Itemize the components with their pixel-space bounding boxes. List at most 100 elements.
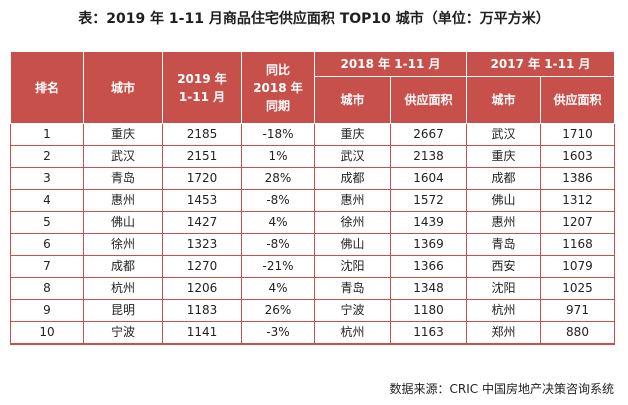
cell-yoy: 4% xyxy=(241,277,315,300)
cell-yoy: -8% xyxy=(241,189,315,212)
cell-city: 武汉 xyxy=(83,145,163,168)
cell-rank: 8 xyxy=(10,277,84,300)
cell-city-2017: 重庆 xyxy=(466,145,541,168)
cell-area-2017: 1603 xyxy=(540,145,615,168)
cell-yoy: 28% xyxy=(241,167,315,190)
header-city-2017: 城市 xyxy=(466,76,541,124)
cell-area-2017: 1312 xyxy=(540,189,615,212)
cell-rank: 7 xyxy=(10,255,84,278)
table-header: 排名 城市 2019 年 1-11 月 同比 2018 年 同期 2018 年 … xyxy=(10,51,615,124)
cell-rank: 6 xyxy=(10,233,84,256)
cell-yoy: 26% xyxy=(241,299,315,322)
cell-city-2018: 惠州 xyxy=(314,189,391,212)
table-row: 4 惠州 1453 -8% 惠州 1572 佛山 1312 xyxy=(10,189,615,212)
table-row: 6 徐州 1323 -8% 佛山 1369 青岛 1168 xyxy=(10,233,615,256)
header-group-2018: 2018 年 1-11 月 xyxy=(314,51,467,77)
cell-city-2017: 西安 xyxy=(466,255,541,278)
cell-city: 青岛 xyxy=(83,167,163,190)
cell-city: 佛山 xyxy=(83,211,163,234)
table-row: 2 武汉 2151 1% 武汉 2138 重庆 1603 xyxy=(10,145,615,168)
table-title: 表：2019 年 1-11 月商品住宅供应面积 TOP10 城市（单位：万平方米… xyxy=(78,11,550,27)
cell-city-2018: 徐州 xyxy=(314,211,391,234)
cell-area-2018: 1369 xyxy=(390,233,467,256)
header-yoy-line1: 同比 xyxy=(265,62,290,77)
cell-city: 成都 xyxy=(83,255,163,278)
table-row: 3 青岛 1720 28% 成都 1604 成都 1386 xyxy=(10,167,615,190)
cell-yoy: -21% xyxy=(241,255,315,278)
header-group-2017: 2017 年 1-11 月 xyxy=(466,51,615,77)
header-supply-2019: 2019 年 1-11 月 xyxy=(162,51,242,124)
cell-supply-2019: 1323 xyxy=(162,233,242,256)
cell-yoy: 4% xyxy=(241,211,315,234)
cell-yoy: 1% xyxy=(241,145,315,168)
cell-area-2017: 1710 xyxy=(540,123,615,146)
cell-rank: 9 xyxy=(10,299,84,322)
cell-city: 徐州 xyxy=(83,233,163,256)
cell-city-2018: 沈阳 xyxy=(314,255,391,278)
cell-area-2018: 1180 xyxy=(390,299,467,322)
table-row: 1 重庆 2185 -18% 重庆 2667 武汉 1710 xyxy=(10,123,615,146)
cell-area-2018: 2138 xyxy=(390,145,467,168)
cell-supply-2019: 1427 xyxy=(162,211,242,234)
cell-city: 宁波 xyxy=(83,321,163,345)
table-row: 8 杭州 1206 4% 青岛 1348 沈阳 1025 xyxy=(10,277,615,300)
cell-city-2018: 佛山 xyxy=(314,233,391,256)
cell-city-2018: 成都 xyxy=(314,167,391,190)
supply-table: 排名 城市 2019 年 1-11 月 同比 2018 年 同期 2018 年 … xyxy=(10,51,615,345)
cell-supply-2019: 1453 xyxy=(162,189,242,212)
cell-supply-2019: 1720 xyxy=(162,167,242,190)
header-rank: 排名 xyxy=(10,51,84,124)
header-yoy-line3: 同期 xyxy=(265,98,290,113)
cell-city-2017: 武汉 xyxy=(466,123,541,146)
cell-city-2017: 杭州 xyxy=(466,299,541,322)
header-yoy: 同比 2018 年 同期 xyxy=(241,51,315,124)
cell-area-2017: 971 xyxy=(540,299,615,322)
cell-area-2018: 1439 xyxy=(390,211,467,234)
cell-area-2017: 1079 xyxy=(540,255,615,278)
cell-area-2018: 1604 xyxy=(390,167,467,190)
cell-supply-2019: 1270 xyxy=(162,255,242,278)
cell-city: 重庆 xyxy=(83,123,163,146)
header-supply-2019-line1: 2019 年 xyxy=(177,71,227,86)
cell-supply-2019: 1206 xyxy=(162,277,242,300)
cell-supply-2019: 1183 xyxy=(162,299,242,322)
cell-area-2017: 1386 xyxy=(540,167,615,190)
cell-city-2017: 郑州 xyxy=(466,321,541,345)
cell-city: 昆明 xyxy=(83,299,163,322)
table-row: 5 佛山 1427 4% 徐州 1439 惠州 1207 xyxy=(10,211,615,234)
header-supply-2019-line2: 1-11 月 xyxy=(178,89,226,104)
cell-area-2017: 1025 xyxy=(540,277,615,300)
cell-area-2017: 1207 xyxy=(540,211,615,234)
cell-supply-2019: 2151 xyxy=(162,145,242,168)
cell-city-2017: 成都 xyxy=(466,167,541,190)
table-body: 1 重庆 2185 -18% 重庆 2667 武汉 1710 2 武汉 2151… xyxy=(10,123,615,345)
cell-area-2018: 1572 xyxy=(390,189,467,212)
header-area-2018: 供应面积 xyxy=(390,76,467,124)
cell-city-2018: 重庆 xyxy=(314,123,391,146)
cell-rank: 4 xyxy=(10,189,84,212)
table-row: 10 宁波 1141 -3% 杭州 1163 郑州 880 xyxy=(10,321,615,345)
cell-rank: 3 xyxy=(10,167,84,190)
cell-rank: 5 xyxy=(10,211,84,234)
cell-city-2018: 武汉 xyxy=(314,145,391,168)
cell-city-2018: 青岛 xyxy=(314,277,391,300)
data-source-note: 数据来源：CRIC 中国房地产决策咨询系统 xyxy=(389,382,614,396)
cell-city: 惠州 xyxy=(83,189,163,212)
cell-city-2018: 杭州 xyxy=(314,321,391,345)
cell-city-2017: 佛山 xyxy=(466,189,541,212)
cell-yoy: -3% xyxy=(241,321,315,345)
cell-rank: 2 xyxy=(10,145,84,168)
cell-city-2017: 沈阳 xyxy=(466,277,541,300)
cell-rank: 1 xyxy=(10,123,84,146)
table-row: 9 昆明 1183 26% 宁波 1180 杭州 971 xyxy=(10,299,615,322)
cell-city-2018: 宁波 xyxy=(314,299,391,322)
cell-area-2017: 1168 xyxy=(540,233,615,256)
header-area-2017: 供应面积 xyxy=(540,76,615,124)
header-city: 城市 xyxy=(83,51,163,124)
cell-area-2017: 880 xyxy=(540,321,615,345)
cell-supply-2019: 1141 xyxy=(162,321,242,345)
cell-city-2017: 惠州 xyxy=(466,211,541,234)
cell-yoy: -8% xyxy=(241,233,315,256)
cell-area-2018: 1366 xyxy=(390,255,467,278)
cell-city-2017: 青岛 xyxy=(466,233,541,256)
